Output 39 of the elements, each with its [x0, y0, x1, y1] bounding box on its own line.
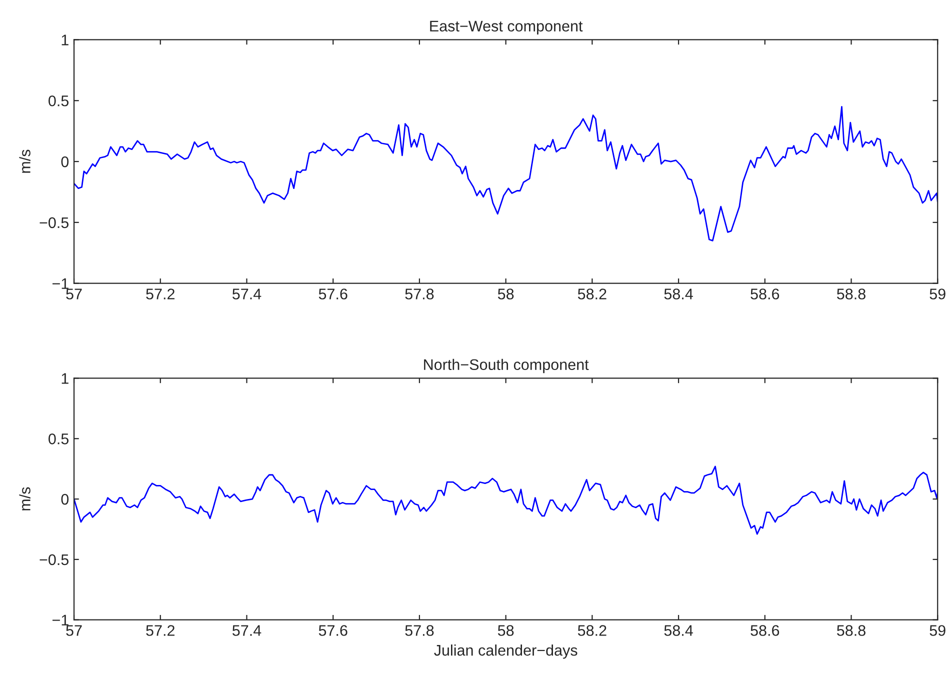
x-tick-label: 57: [66, 288, 82, 300]
x-axis-title: Julian calender−days: [434, 644, 578, 659]
y-axis-title: m/s: [19, 487, 30, 510]
y-tick-label: −1: [52, 278, 68, 289]
x-tick-label: 59: [930, 625, 946, 636]
y-tick-label: 1: [62, 373, 68, 384]
y-tick-label: −1: [52, 614, 68, 626]
x-tick-label: 57.2: [146, 625, 174, 636]
x-tick-label: 58: [498, 625, 514, 636]
y-axis-title: m/s: [19, 150, 30, 173]
x-tick-label: 57.8: [405, 288, 434, 300]
y-tick-label: 0: [61, 494, 69, 505]
x-tick-label: 58.2: [578, 625, 606, 636]
x-tick-label: 57.4: [232, 625, 262, 636]
line-series: [74, 466, 938, 535]
x-tick-label: 57.6: [318, 625, 348, 636]
y-tick-label: −0.5: [40, 554, 69, 566]
x-tick-label: 58.8: [837, 625, 866, 636]
x-tick-label: 57.4: [232, 288, 262, 300]
x-tick-label: 57.2: [146, 288, 174, 300]
x-tick-label: 58.4: [664, 288, 693, 300]
x-tick-label: 57.6: [318, 288, 348, 300]
y-tick-label: −0.5: [40, 217, 69, 228]
y-tick-label: 0.5: [48, 95, 69, 106]
line-series: [74, 106, 938, 242]
x-tick-label: 58.4: [664, 625, 693, 636]
chart-title: North−South component: [424, 358, 589, 374]
y-tick-label: 0: [61, 156, 69, 168]
x-tick-label: 59: [930, 288, 946, 300]
x-tick-label: 58.6: [750, 288, 780, 300]
chart-title: East−West component: [430, 20, 583, 35]
x-tick-label: 58: [498, 288, 514, 300]
x-tick-label: 58.8: [837, 288, 866, 300]
y-tick-label: 0.5: [48, 433, 69, 444]
x-tick-label: 57.8: [405, 625, 434, 636]
x-tick-label: 58.6: [750, 625, 780, 636]
y-tick-label: 1: [62, 34, 68, 46]
x-tick-label: 57: [66, 625, 82, 636]
x-tick-label: 58.2: [578, 288, 606, 300]
